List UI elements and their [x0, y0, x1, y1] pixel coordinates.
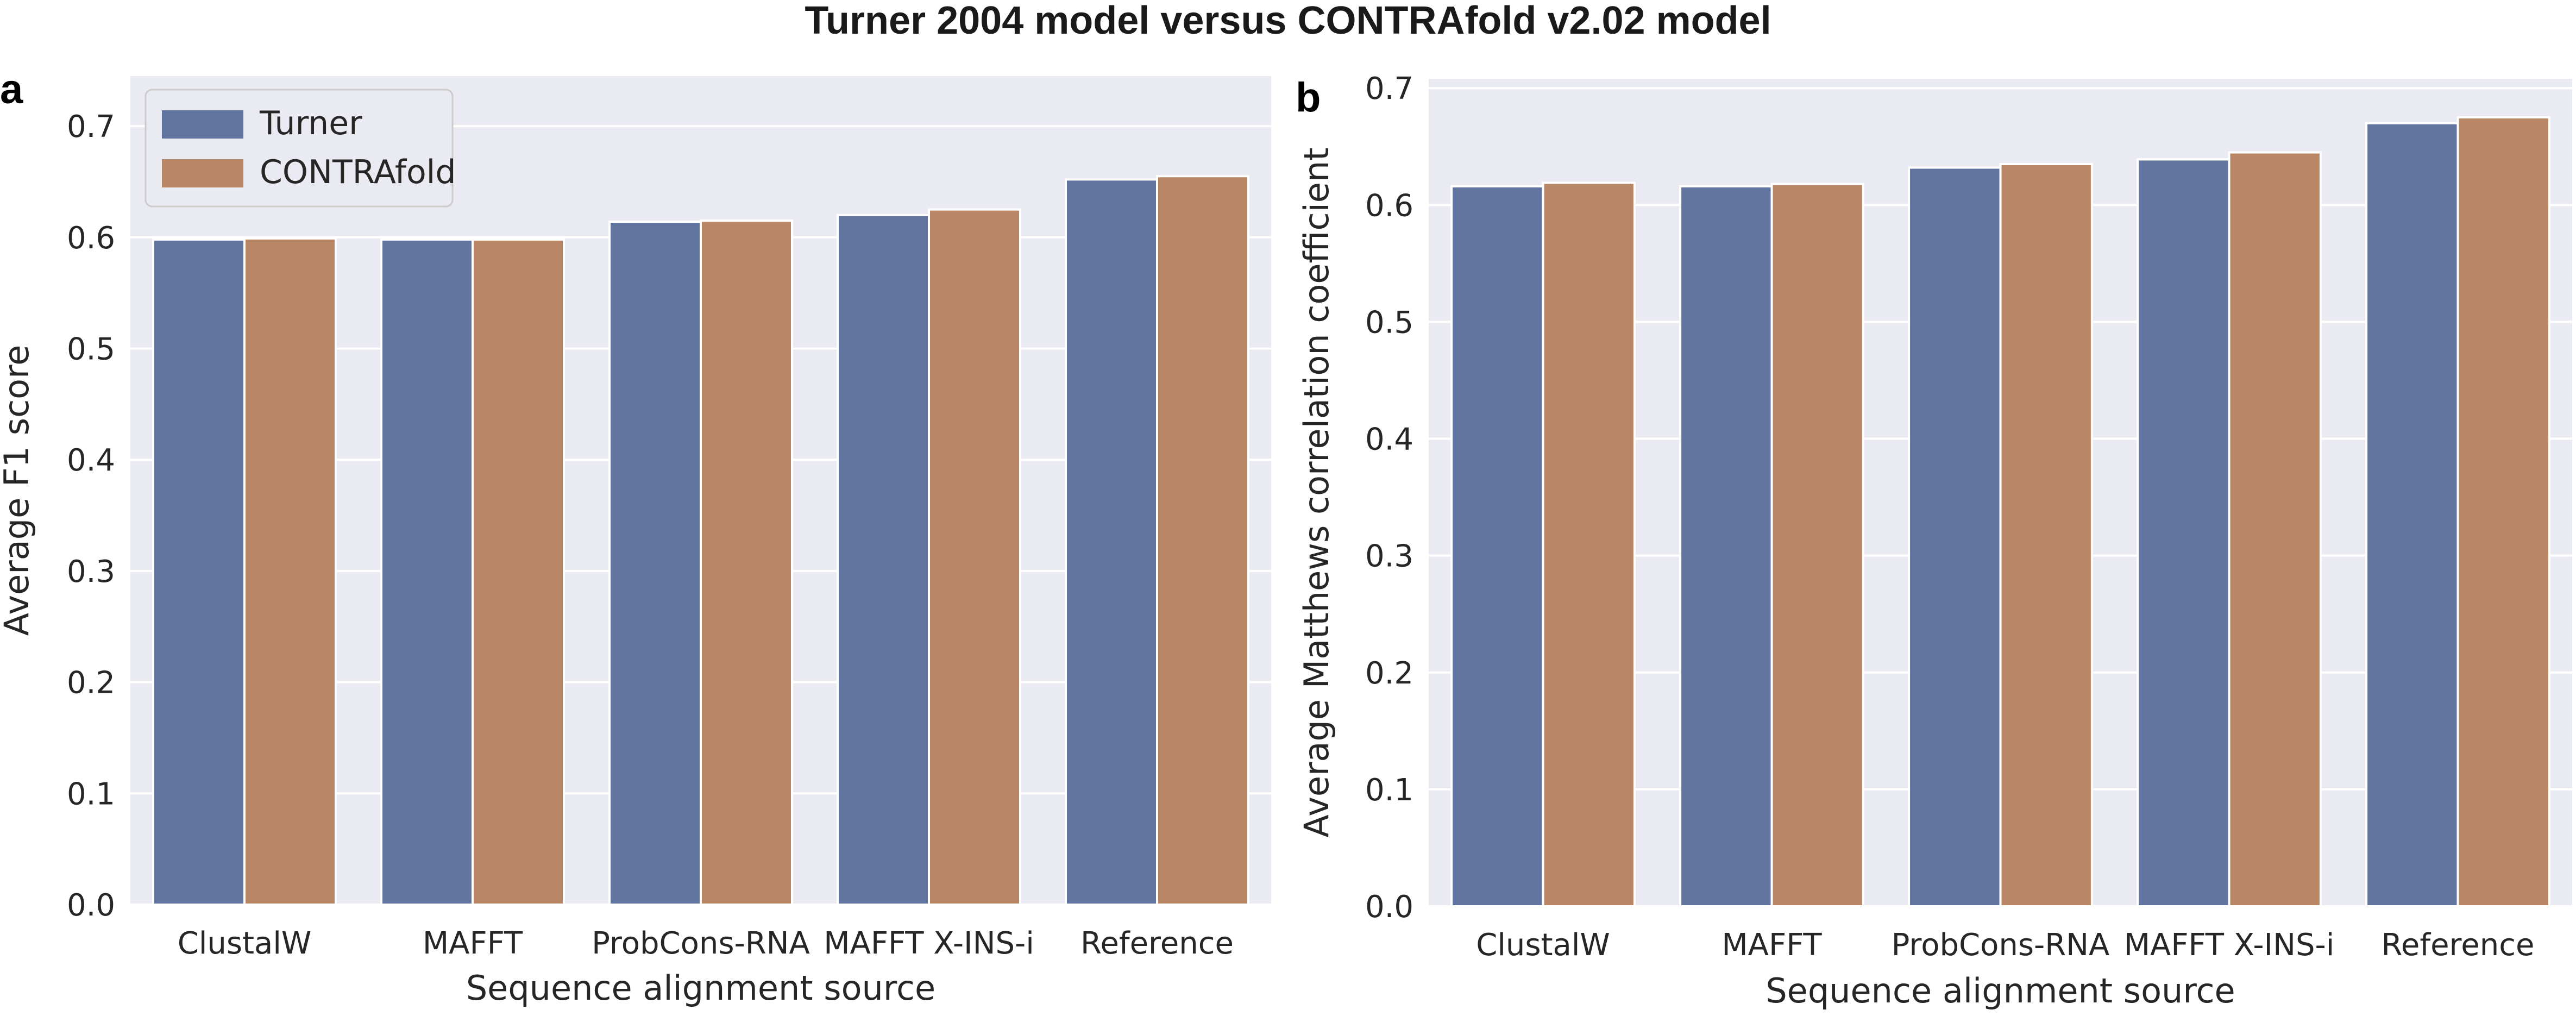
x-tick-label: ClustalW: [1476, 927, 1610, 963]
y-tick-label: 0.5: [67, 332, 115, 367]
bar-turner: [152, 238, 246, 906]
x-tick-label: MAFFT: [1721, 927, 1822, 963]
legend-swatch-turner: [162, 110, 243, 139]
bar-contrafold: [2456, 116, 2550, 907]
x-tick-label: ProbCons-RNA: [592, 926, 810, 961]
legend-swatch-contrafold: [162, 159, 243, 187]
bar-turner: [608, 221, 702, 906]
panel-a-chart: 0.0 0.1 0.2 0.3 0.4 0.5 0.6 0.7 ClustalW MAFFT Pro…: [0, 66, 1271, 1008]
bar-contrafold: [2228, 151, 2322, 907]
bar-turner: [2365, 122, 2459, 908]
panel-b-chart: 0.0 0.1 0.2 0.3 0.4 0.5 0.6 0.7 ClustalW MAFFT Pro…: [1296, 71, 2572, 1011]
panel-letter: b: [1296, 74, 1321, 121]
bar-contrafold: [1770, 183, 1864, 907]
bar-turner: [1908, 166, 2002, 908]
x-axis-label: Sequence alignment source: [466, 968, 935, 1008]
bar-contrafold: [700, 219, 793, 906]
y-tick-label: 0.7: [67, 109, 115, 145]
y-tick-label: 0.4: [1365, 422, 1413, 457]
legend-label-contrafold: CONTRAfold: [260, 153, 456, 191]
y-tick-label: 0.2: [1365, 656, 1413, 691]
bar-turner: [2137, 158, 2231, 907]
bar-turner: [1450, 185, 1544, 908]
x-tick-label: Reference: [1080, 926, 1234, 961]
x-tick-label: MAFFT X-INS-i: [2124, 927, 2335, 963]
y-tick-label: 0.4: [67, 443, 115, 478]
y-tick-label: 0.0: [1365, 889, 1413, 925]
y-tick-label: 0.1: [1365, 773, 1413, 808]
bar-turner: [1065, 178, 1158, 906]
panel-letter: a: [0, 66, 23, 112]
x-tick-label: ClustalW: [178, 926, 312, 961]
y-tick-label: 0.5: [1365, 305, 1413, 340]
legend-label-turner: Turner: [259, 104, 362, 142]
legend: Turner CONTRAfold: [144, 89, 456, 208]
x-tick-label: MAFFT X-INS-i: [824, 926, 1034, 961]
x-tick-label: Reference: [2382, 927, 2535, 963]
y-tick-label: 0.3: [67, 554, 115, 589]
y-tick-label: 0.1: [67, 776, 115, 812]
x-tick-label: MAFFT: [423, 926, 523, 961]
y-tick-label: 0.7: [1365, 71, 1413, 106]
x-tick-label: ProbCons-RNA: [1892, 927, 2110, 963]
bar-turner: [380, 238, 474, 906]
y-tick-label: 0.6: [67, 221, 115, 256]
bar-contrafold: [928, 208, 1021, 906]
bar-contrafold: [1156, 175, 1249, 906]
bar-contrafold: [472, 238, 565, 906]
x-axis-label: Sequence alignment source: [1765, 971, 2235, 1011]
y-tick-label: 0.0: [67, 888, 115, 923]
bar-contrafold: [243, 237, 337, 906]
bar-turner: [1679, 185, 1773, 908]
figure-title: Turner 2004 model versus CONTRAfold v2.0…: [805, 0, 1771, 42]
bar-turner: [837, 214, 930, 906]
y-axis-label: Average F1 score: [0, 345, 36, 636]
bar-contrafold: [1542, 181, 1636, 907]
y-tick-label: 0.6: [1365, 188, 1413, 223]
y-axis-label: Average Matthews correlation coefficient: [1297, 147, 1336, 837]
bar-contrafold: [1999, 163, 2093, 907]
y-tick-label: 0.3: [1365, 539, 1413, 574]
y-tick-label: 0.2: [67, 666, 115, 701]
